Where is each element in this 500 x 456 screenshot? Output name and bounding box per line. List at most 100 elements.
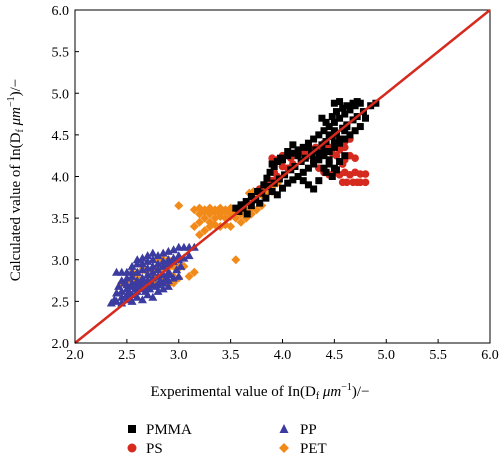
data-point-pmma: [273, 191, 281, 199]
data-point-pmma: [353, 98, 361, 106]
legend-marker-ps: [127, 443, 137, 453]
data-point-pp: [143, 251, 153, 260]
data-point-pp: [120, 278, 130, 287]
legend-item-pmma: PMMA: [128, 422, 192, 438]
data-point-pmma: [247, 202, 255, 210]
data-point-pp: [127, 278, 137, 287]
data-point-pp: [148, 255, 158, 264]
data-point-pmma: [256, 199, 264, 207]
data-point-pp: [137, 253, 147, 262]
data-point-pmma: [336, 135, 344, 143]
data-point-pmma: [315, 149, 323, 157]
data-point-pmma: [336, 114, 344, 122]
data-point-pet: [195, 217, 204, 227]
data-point-pmma: [320, 148, 328, 156]
y-axis-label: Calculated value of In(Df μm−1)/−: [6, 79, 26, 281]
legend-item-pet: PET: [279, 441, 327, 456]
data-point-pmma: [336, 158, 344, 166]
data-point-pmma: [304, 143, 312, 151]
data-point-pp: [130, 284, 140, 293]
data-point-pmma: [252, 196, 260, 204]
data-point-pmma: [325, 131, 333, 139]
data-point-pp: [141, 286, 151, 295]
data-point-pmma: [270, 163, 278, 171]
data-point-ps: [361, 170, 370, 178]
data-point-pmma: [304, 139, 312, 147]
data-point-pp: [127, 271, 137, 280]
data-point-pmma: [330, 127, 338, 135]
data-point-pp: [124, 286, 134, 295]
data-point-pmma: [339, 104, 347, 112]
data-point-pmma: [276, 154, 284, 162]
legend-label-ps: PS: [146, 441, 163, 456]
data-point-pmma: [346, 106, 354, 114]
data-point-pmma: [254, 187, 262, 195]
data-point-pmma: [372, 99, 380, 107]
y-tick-label: 4.0: [52, 171, 70, 186]
data-point-pp: [132, 259, 142, 268]
y-tick-label: 4.5: [52, 129, 70, 144]
data-point-pmma: [304, 164, 312, 172]
y-tick-label: 5.5: [52, 46, 70, 61]
data-point-pp: [148, 292, 158, 301]
data-point-pmma: [325, 123, 333, 131]
data-point-pmma: [243, 210, 251, 218]
legend: PMMA PP PS PET: [127, 422, 327, 456]
y-tick-label: 2.0: [52, 337, 70, 352]
x-axis-label: Experimental value of In(Df μm−1)/−: [150, 382, 369, 402]
data-point-pp: [184, 251, 194, 260]
data-point-pmma: [268, 187, 276, 195]
data-point-pmma: [351, 127, 359, 135]
data-point-pp: [153, 259, 163, 268]
data-point-pmma: [328, 113, 336, 121]
data-point-pmma: [343, 123, 351, 131]
data-point-pmma: [242, 197, 250, 205]
data-point-pp: [158, 284, 168, 293]
data-point-pet: [200, 226, 210, 236]
data-point-pmma: [294, 152, 302, 160]
data-point-pp: [153, 251, 163, 260]
data-point-pp: [134, 281, 144, 290]
data-point-pmma: [330, 139, 338, 147]
data-point-pmma: [289, 149, 297, 157]
x-tick-label: 2.0: [66, 348, 84, 363]
y-axis-label-sup: −1: [6, 96, 17, 107]
data-point-pp: [109, 295, 119, 304]
x-axis-label-sup: −1: [341, 382, 352, 393]
data-point-pp: [132, 276, 142, 285]
data-point-pmma: [263, 174, 271, 182]
data-point-pet: [174, 201, 184, 211]
data-points: [106, 98, 380, 307]
data-point-pmma: [346, 131, 354, 139]
data-point-pet: [215, 211, 225, 221]
data-point-pp: [163, 281, 173, 290]
data-point-pp: [122, 295, 132, 304]
x-tick-label: 6.0: [481, 348, 499, 363]
data-point-pp: [148, 261, 158, 270]
legend-label-pmma: PMMA: [146, 422, 192, 438]
x-tick-label: 5.5: [429, 348, 447, 363]
data-point-pp: [117, 286, 127, 295]
data-point-pp: [132, 267, 142, 276]
data-point-pmma: [336, 139, 344, 147]
data-point-pmma: [315, 156, 323, 164]
y-axis-label-unit: μm: [8, 107, 24, 129]
data-point-pmma: [341, 135, 349, 143]
x-axis-label-tail: )/−: [352, 384, 370, 400]
data-point-pmma: [289, 141, 297, 149]
data-point-pmma: [299, 143, 307, 151]
y-axis-label-main: Calculated value of In(D: [8, 132, 24, 281]
data-point-pmma: [284, 152, 292, 160]
data-point-pp: [172, 265, 182, 274]
x-tick-label: 2.5: [118, 348, 136, 363]
data-point-pmma: [260, 181, 268, 189]
data-point-pmma: [325, 156, 333, 164]
data-point-pmma: [330, 99, 338, 107]
x-tick-label: 4.0: [274, 348, 292, 363]
data-point-pmma: [294, 173, 302, 180]
data-point-pmma: [320, 127, 328, 135]
data-point-pet: [189, 221, 199, 231]
legend-item-ps: PS: [127, 441, 163, 456]
data-point-pp: [132, 292, 142, 301]
